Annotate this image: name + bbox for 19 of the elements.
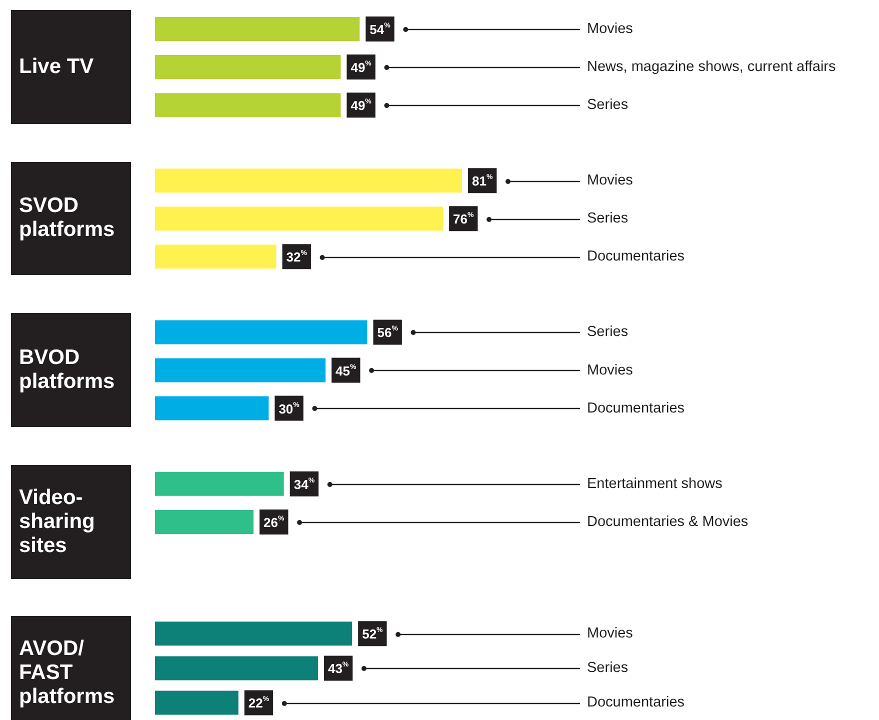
y-tick-label: Documentaries	[587, 694, 685, 711]
text: Live TV	[19, 54, 94, 79]
y-tick-label: Series	[587, 660, 628, 676]
y-tick-label: Movies	[587, 21, 633, 38]
y-tick-label: Series	[587, 210, 628, 227]
y-tick-label: Documentaries	[587, 400, 685, 416]
text: Video-sharing sites	[19, 486, 96, 558]
y-tick-label: Documentaries & Movies	[587, 514, 748, 530]
series-label: SVOD platforms	[19, 194, 116, 242]
y-tick-label: Documentaries	[587, 248, 685, 265]
y-tick-label: Series	[587, 97, 628, 114]
y-tick-label: Entertainment shows	[587, 476, 722, 492]
y-tick-label: Movies	[587, 626, 633, 642]
series-label: AVOD/ FAST platforms	[19, 637, 116, 710]
series-label: BVOD platforms	[19, 346, 116, 394]
y-tick-label: Movies	[587, 172, 633, 189]
y-tick-label: Series	[587, 324, 628, 340]
y-tick-label: News, magazine shows, current affairs	[587, 59, 836, 76]
y-tick-label: Movies	[587, 362, 633, 378]
